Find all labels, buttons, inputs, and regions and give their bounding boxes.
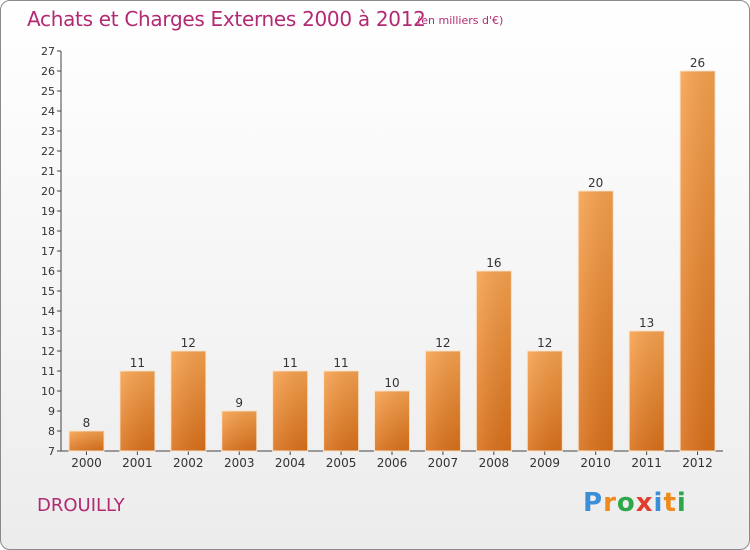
bar-shade-2001 [119,371,155,451]
x-tick-label-2012: 2012 [682,456,713,470]
y-tick-label: 21 [41,165,55,178]
y-tick-label: 16 [41,265,55,278]
data-label-2008: 16 [486,256,501,270]
data-label-2003: 9 [235,396,243,410]
x-tick-label-2002: 2002 [173,456,204,470]
y-tick-label: 20 [41,185,55,198]
chart-title: Achats et Charges Externes 2000 à 2012 [27,7,426,31]
y-tick-label: 11 [41,365,55,378]
bar-shade-2010 [578,191,614,451]
x-tick-label-2011: 2011 [631,456,662,470]
data-label-2010: 20 [588,176,603,190]
logo-letter: i [676,488,687,518]
logo-letter: i [653,488,664,518]
y-tick-label: 26 [41,65,55,78]
x-tick-label-2007: 2007 [428,456,459,470]
x-tick-label-2005: 2005 [326,456,357,470]
bar-shade-2004 [272,371,308,451]
y-tick-label: 27 [41,45,55,58]
y-tick-label: 18 [41,225,55,238]
y-tick-label: 24 [41,105,55,118]
logo-letter: r [603,488,617,518]
data-label-2007: 12 [435,336,450,350]
x-tick-label-2008: 2008 [479,456,510,470]
bar-shade-2012 [680,71,716,451]
logo-letter: x [635,488,654,518]
y-tick-label: 7 [48,445,55,458]
bar-shade-2008 [476,271,512,451]
logo-letter: o [616,488,636,518]
place-name: DROUILLY [37,495,125,516]
y-tick-label: 22 [41,145,55,158]
x-tick-label-2001: 2001 [122,456,153,470]
y-tick-label: 23 [41,125,55,138]
bar-shade-2002 [170,351,206,451]
bar-shade-2011 [629,331,665,451]
bar-shade-2005 [323,371,359,451]
data-label-2002: 12 [181,336,196,350]
y-tick-label: 15 [41,285,55,298]
data-label-2009: 12 [537,336,552,350]
x-tick-label-2009: 2009 [529,456,560,470]
x-tick-label-2003: 2003 [224,456,255,470]
y-tick-label: 19 [41,205,55,218]
x-tick-label-2004: 2004 [275,456,306,470]
bar-shade-2007 [425,351,461,451]
y-tick-label: 17 [41,245,55,258]
proxiti-logo: Proxiti [583,488,687,518]
y-tick-label: 13 [41,325,55,338]
bar-shade-2009 [527,351,563,451]
data-label-2004: 11 [283,356,298,370]
bar-shade-2003 [221,411,257,451]
bar-shade-2000 [68,431,104,451]
data-label-2012: 26 [690,56,705,70]
x-tick-label-2006: 2006 [377,456,408,470]
y-tick-label: 12 [41,345,55,358]
data-label-2011: 13 [639,316,654,330]
bar-shade-2006 [374,391,410,451]
y-tick-label: 9 [48,405,55,418]
chart-subtitle: (en milliers d'€) [417,14,504,27]
logo-letter: P [583,488,604,518]
x-tick-label-2000: 2000 [71,456,102,470]
x-tick-label-2010: 2010 [580,456,611,470]
y-tick-label: 8 [48,425,55,438]
y-tick-label: 25 [41,85,55,98]
data-label-2001: 11 [130,356,145,370]
y-tick-label: 10 [41,385,55,398]
y-tick-label: 14 [41,305,55,318]
data-label-2006: 10 [384,376,399,390]
data-label-2000: 8 [83,416,91,430]
logo-letter: t [663,488,677,518]
data-label-2005: 11 [333,356,348,370]
